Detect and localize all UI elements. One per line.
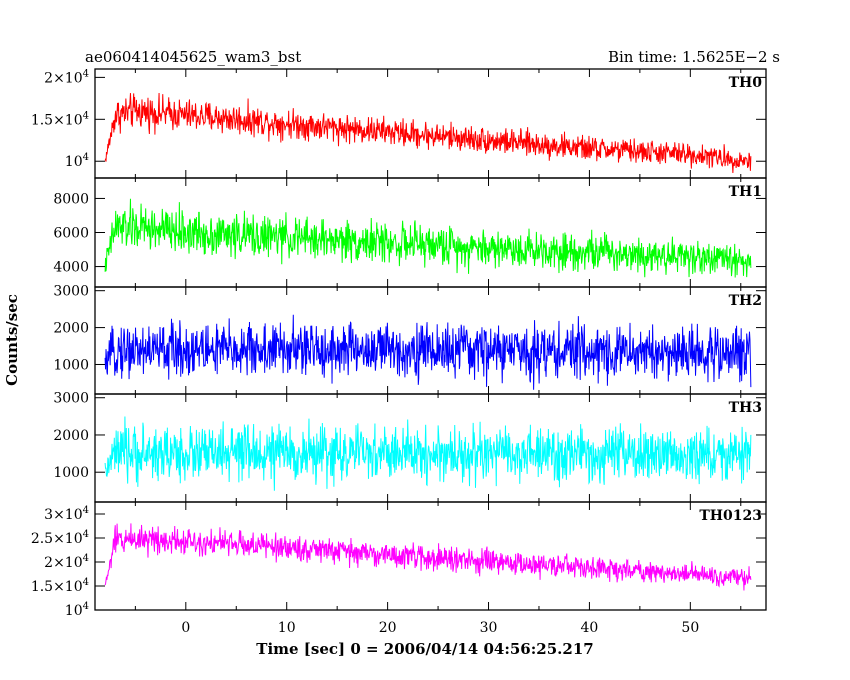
panel-label-th2: TH2 [729,293,762,309]
chart-title: ae060414045625_wam3_bst [85,48,301,66]
panel-label-th3: TH3 [729,400,762,416]
y-tick-label: 6000 [53,226,89,242]
x-tick-label: 50 [681,620,699,636]
x-tick-label: 20 [379,620,397,636]
bin-time-label: Bin time: 1.5625E−2 s [608,48,780,66]
x-tick-label: 0 [181,620,190,636]
y-tick-label: 2×104 [44,68,89,86]
y-axis-label: Counts/sec [3,294,21,386]
y-tick-label: 1.5×104 [31,110,89,128]
y-tick-label: 2000 [53,428,89,444]
x-tick-label: 40 [581,620,599,636]
y-tick-label: 104 [65,152,89,170]
x-axis-label: Time [sec] 0 = 2006/04/14 04:56:25.217 [256,640,593,658]
x-tick-label: 30 [480,620,498,636]
panel-frame-th0123 [94,501,767,611]
y-tick-label: 2000 [53,321,89,337]
y-tick-label: 2.5×104 [31,529,89,547]
y-tick-label: 1000 [53,465,89,481]
y-tick-label: 4000 [53,260,89,276]
panel-label-th0: TH0 [729,75,763,91]
y-tick-label: 3×104 [44,505,89,523]
y-tick-label: 104 [65,601,89,619]
series-line-th2 [104,314,752,390]
y-tick-label: 2×104 [44,553,89,571]
series-line-th3 [104,416,752,491]
series-line-th0 [104,92,752,173]
y-tick-label: 3000 [53,391,89,407]
series-line-th1 [104,198,752,278]
panel-label-th1: TH1 [729,184,762,200]
y-tick-label: 8000 [53,191,89,207]
y-tick-label: 1.5×104 [31,577,89,595]
panel-label-th0123: TH0123 [699,508,762,524]
x-tick-label: 10 [278,620,296,636]
y-tick-label: 3000 [53,284,89,300]
y-tick-label: 1000 [53,357,89,373]
series-line-th0123 [104,523,752,591]
